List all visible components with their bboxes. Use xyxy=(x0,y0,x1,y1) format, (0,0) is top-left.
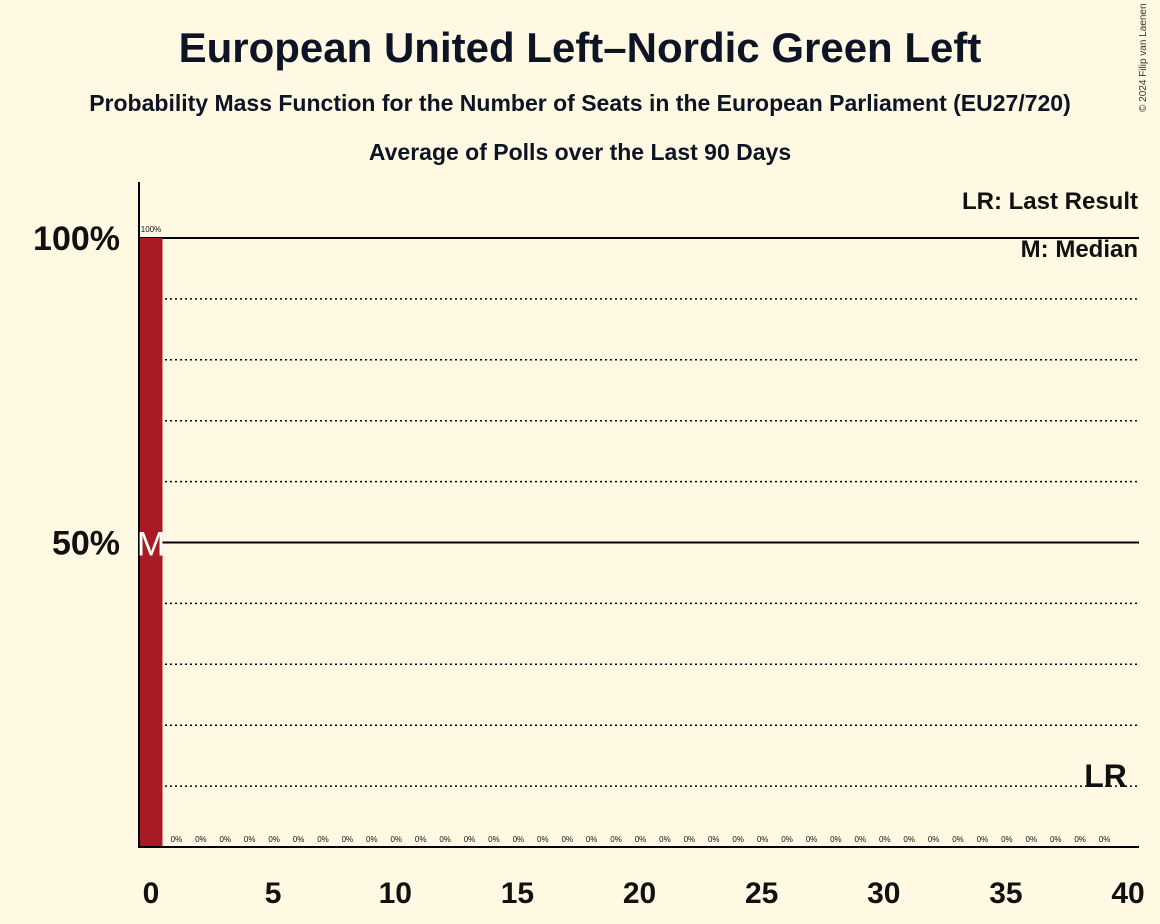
y-tick-label: 100% xyxy=(33,220,120,258)
x-tick-label: 35 xyxy=(989,877,1022,910)
bar-value-label: 0% xyxy=(684,835,696,844)
bar-value-label: 0% xyxy=(879,835,891,844)
bar-value-label: 0% xyxy=(342,835,354,844)
median-marker: M xyxy=(137,526,165,564)
x-tick-label: 20 xyxy=(623,877,656,910)
bar-value-label: 0% xyxy=(659,835,671,844)
x-tick-label: 25 xyxy=(745,877,778,910)
bar-value-label: 0% xyxy=(317,835,329,844)
x-tick-label: 10 xyxy=(379,877,412,910)
bar-value-label: 0% xyxy=(1050,835,1062,844)
bar-value-label: 0% xyxy=(806,835,818,844)
bar-value-label: 0% xyxy=(1099,835,1111,844)
bar-value-label: 0% xyxy=(293,835,305,844)
x-tick-label: 5 xyxy=(265,877,282,910)
y-tick-label: 50% xyxy=(52,525,120,563)
chart-title: European United Left–Nordic Green Left xyxy=(178,24,982,71)
bar-value-label: 0% xyxy=(171,835,183,844)
bar-value-label: 100% xyxy=(141,225,161,234)
x-tick-label: 15 xyxy=(501,877,534,910)
bar-value-label: 0% xyxy=(513,835,525,844)
bar-value-label: 0% xyxy=(928,835,940,844)
bar-value-label: 0% xyxy=(1026,835,1038,844)
bars-group xyxy=(139,238,163,847)
legend-last-result: LR: Last Result xyxy=(962,188,1138,215)
bar-value-label: 0% xyxy=(855,835,867,844)
bar-value-label: 0% xyxy=(586,835,598,844)
bar-value-label: 0% xyxy=(1074,835,1086,844)
x-tick-label: 0 xyxy=(143,877,160,910)
bar-value-label: 0% xyxy=(610,835,622,844)
chart-subtitle-polls: Average of Polls over the Last 90 Days xyxy=(368,139,792,165)
bar-value-label: 0% xyxy=(268,835,280,844)
chart-subtitle: Probability Mass Function for the Number… xyxy=(89,90,1071,116)
markers-group: M LR xyxy=(137,526,1127,795)
bar-value-label: 0% xyxy=(219,835,231,844)
bar-value-label: 0% xyxy=(439,835,451,844)
bar-value-label: 0% xyxy=(415,835,427,844)
bar-value-label: 0% xyxy=(195,835,207,844)
bar-value-label: 0% xyxy=(977,835,989,844)
bar-value-label: 0% xyxy=(635,835,647,844)
bar-value-label: 0% xyxy=(561,835,573,844)
bar-value-label: 0% xyxy=(366,835,378,844)
x-tick-label: 40 xyxy=(1111,877,1144,910)
bar-value-label: 0% xyxy=(732,835,744,844)
bar-value-label: 0% xyxy=(464,835,476,844)
axes-group: 0 5 10 15 20 25 30 35 40 50% 100% xyxy=(33,182,1145,910)
legend-median: M: Median xyxy=(1021,236,1138,263)
last-result-marker: LR xyxy=(1084,758,1127,794)
bar-value-label: 0% xyxy=(390,835,402,844)
bar-value-label: 0% xyxy=(244,835,256,844)
value-labels-group: 100% 0% 0% 0% 0% 0% 0% 0% 0% 0% 0% 0% 0% 0% 0% 0% 0% 0% 0%… xyxy=(141,225,1111,844)
bar-value-label: 0% xyxy=(537,835,549,844)
bar-value-label: 0% xyxy=(781,835,793,844)
bar-value-label: 0% xyxy=(757,835,769,844)
bar xyxy=(139,238,163,847)
grid-lines xyxy=(139,237,1139,787)
bar-value-label: 0% xyxy=(488,835,500,844)
bar-value-label: 0% xyxy=(1001,835,1013,844)
bar-value-label: 0% xyxy=(903,835,915,844)
bar-value-label: 0% xyxy=(708,835,720,844)
x-tick-label: 30 xyxy=(867,877,900,910)
bar-value-label: 0% xyxy=(830,835,842,844)
bar-value-label: 0% xyxy=(952,835,964,844)
